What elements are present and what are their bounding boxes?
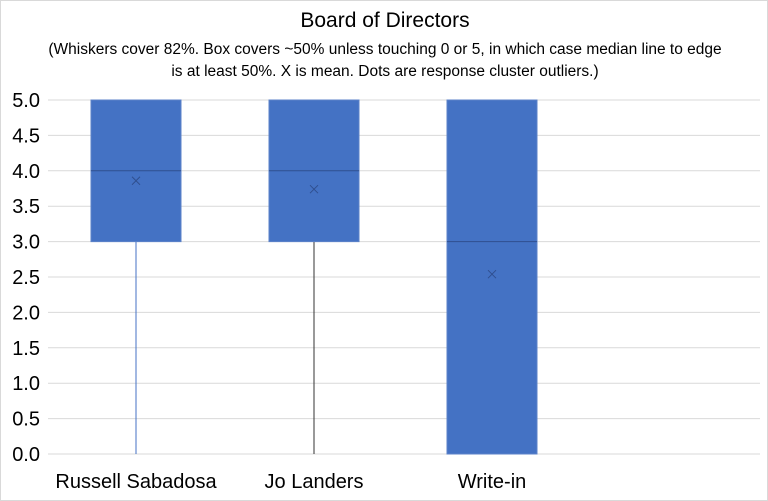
- y-tick-label: 5.0: [12, 90, 40, 112]
- y-tick-label: 4.0: [12, 161, 40, 183]
- chart-subtitle: (Whiskers cover 82%. Box covers ~50% unl…: [48, 41, 722, 80]
- chart-title: Board of Directors: [300, 9, 470, 32]
- mean-marker: [131, 176, 141, 186]
- y-tick-label: 0.0: [12, 444, 40, 466]
- mean-marker: [487, 269, 497, 279]
- box: [446, 99, 538, 455]
- x-category-label: Russell Sabadosa: [55, 471, 217, 493]
- y-tick-label: 1.0: [12, 373, 40, 395]
- y-tick-label: 2.0: [12, 302, 40, 324]
- y-tick-label: 0.5: [12, 409, 40, 431]
- x-category-label: Write-in: [458, 471, 527, 493]
- mean-marker: [309, 184, 319, 194]
- y-tick-label: 1.5: [12, 338, 40, 360]
- y-tick-label: 3.5: [12, 196, 40, 218]
- y-tick-label: 4.5: [12, 125, 40, 147]
- y-tick-label: 2.5: [12, 267, 40, 289]
- y-tick-label: 3.0: [12, 232, 40, 254]
- x-category-label: Jo Landers: [265, 471, 364, 493]
